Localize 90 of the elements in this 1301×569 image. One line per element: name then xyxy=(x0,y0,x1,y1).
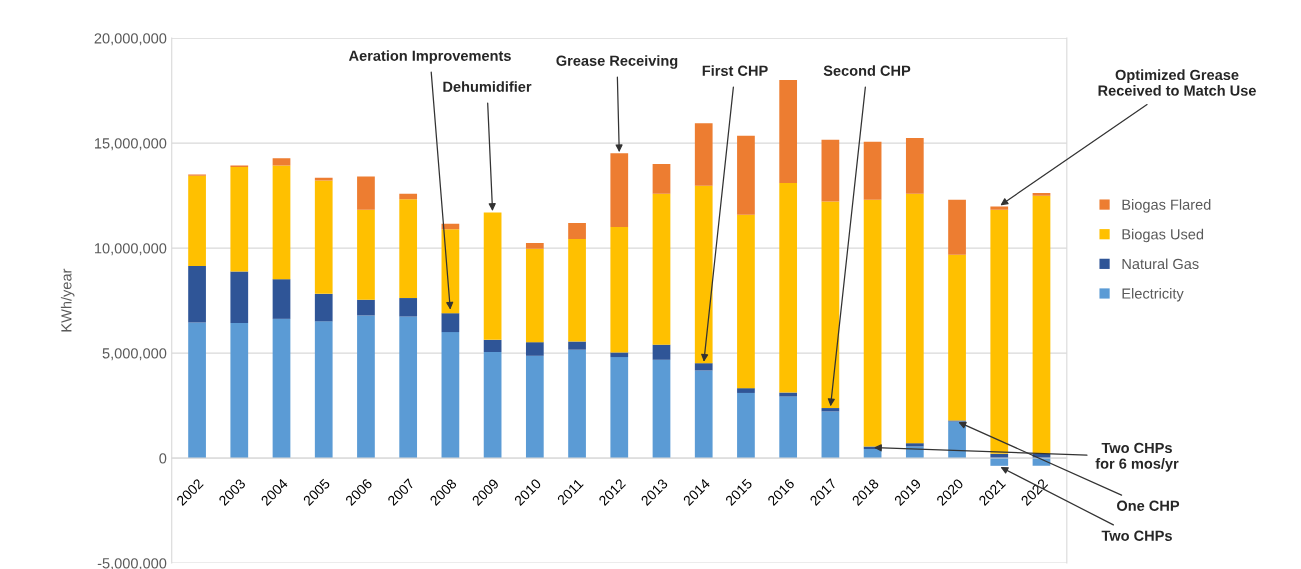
bar xyxy=(483,352,502,459)
bar xyxy=(821,411,840,459)
bar xyxy=(779,80,798,183)
bar xyxy=(905,193,924,444)
bar xyxy=(272,158,291,166)
bar xyxy=(399,193,418,200)
bar xyxy=(1032,193,1051,196)
legend-label: Biogas Flared xyxy=(1122,199,1211,213)
annotation: One CHP xyxy=(1117,500,1180,511)
bar xyxy=(737,392,755,459)
bar xyxy=(905,443,924,447)
bar xyxy=(863,141,882,200)
bar xyxy=(314,321,333,459)
bar xyxy=(441,332,460,459)
annotation: Dehumidifier xyxy=(443,81,532,92)
annotation: First CHP xyxy=(702,65,768,76)
bar xyxy=(230,323,249,459)
bar xyxy=(905,138,924,194)
bar xyxy=(230,271,249,324)
bar xyxy=(399,298,418,317)
legend-label: Electricity xyxy=(1122,288,1184,302)
bar xyxy=(525,342,544,356)
legend-label: Natural Gas xyxy=(1122,258,1199,270)
bar xyxy=(779,183,798,393)
bar xyxy=(357,315,375,459)
annotation: Grease Receiving xyxy=(556,55,678,69)
bar xyxy=(990,458,1009,466)
legend-label: Biogas Used xyxy=(1122,228,1204,243)
bar xyxy=(610,153,629,228)
y-tick-label: 15,000,000 xyxy=(95,138,167,151)
y-tick-label: 0 xyxy=(159,453,167,464)
bar xyxy=(525,243,544,249)
y-tick-label: 5,000,000 xyxy=(102,348,167,361)
bar xyxy=(188,322,206,459)
annotation: Optimized Grease Received to Match Use xyxy=(1098,69,1256,96)
annotation: Second CHP xyxy=(823,65,911,76)
bar xyxy=(314,293,333,322)
bar xyxy=(948,199,966,255)
bar xyxy=(652,344,671,360)
bar xyxy=(525,248,544,343)
bar xyxy=(694,363,713,371)
bar xyxy=(399,199,418,299)
bar xyxy=(652,163,671,194)
bar xyxy=(188,265,206,323)
annotation: Aeration Improvements xyxy=(348,50,511,64)
bar xyxy=(357,209,375,300)
bar xyxy=(737,388,755,393)
bar xyxy=(610,227,629,353)
bar xyxy=(821,201,840,409)
bar xyxy=(483,339,502,353)
bar xyxy=(188,175,206,266)
bar xyxy=(694,123,713,186)
bar xyxy=(483,212,502,340)
bar xyxy=(441,229,460,314)
bar xyxy=(568,223,586,240)
bar xyxy=(694,185,713,364)
bar xyxy=(357,176,375,210)
bar xyxy=(737,135,755,215)
bar xyxy=(990,209,1009,454)
y-tick-label: 20,000,000 xyxy=(94,33,167,46)
bar xyxy=(272,279,291,319)
bar xyxy=(441,313,460,333)
bar xyxy=(272,165,291,280)
bar xyxy=(1032,195,1051,454)
bar xyxy=(610,352,629,358)
bar xyxy=(314,180,333,294)
bar xyxy=(357,299,375,316)
bar xyxy=(568,349,586,459)
bar xyxy=(990,206,1009,210)
bar xyxy=(568,239,586,342)
bar xyxy=(568,341,586,350)
bar xyxy=(863,199,882,447)
bar xyxy=(230,167,249,272)
bar xyxy=(694,370,713,459)
annotation: Two CHPs for 6 mos/yr xyxy=(1095,442,1179,472)
bar xyxy=(821,139,840,202)
y-tick-label: 10,000,000 xyxy=(95,243,167,256)
y-axis-title: KWh/year xyxy=(60,268,75,332)
bar xyxy=(272,318,291,459)
bar xyxy=(399,316,418,459)
bar xyxy=(525,355,544,459)
bar xyxy=(652,193,671,345)
bar xyxy=(779,392,798,397)
bar xyxy=(948,254,966,421)
bar xyxy=(652,359,671,459)
bar xyxy=(737,214,755,389)
bar xyxy=(779,396,798,459)
annotation: Two CHPs xyxy=(1101,530,1172,541)
bar xyxy=(948,421,966,459)
bar xyxy=(610,357,629,459)
